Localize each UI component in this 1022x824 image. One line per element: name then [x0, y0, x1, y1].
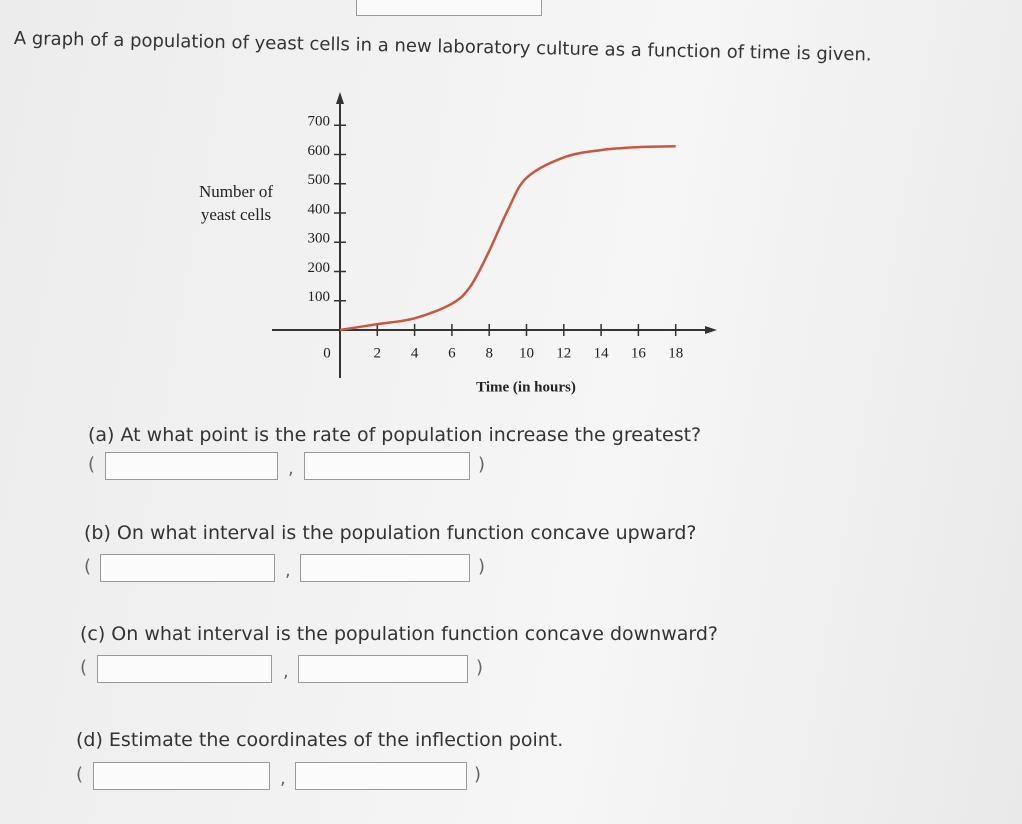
x-tick-label: 4 — [411, 345, 419, 361]
separator: , — [288, 458, 294, 479]
first-answer-input[interactable] — [97, 655, 272, 683]
separator: , — [280, 768, 286, 789]
separator: , — [285, 560, 291, 581]
y-tick-label: 500 — [308, 172, 331, 188]
close-paren: ) — [478, 556, 486, 577]
x-tick-label: 18 — [668, 345, 683, 361]
close-paren: ) — [474, 764, 482, 785]
question-text: (a) At what point is the rate of populat… — [88, 424, 702, 446]
x-tick-label: 8 — [485, 345, 493, 361]
x-tick-label: 12 — [556, 345, 571, 361]
question-text: (b) On what interval is the population f… — [84, 522, 697, 544]
first-answer-input[interactable] — [100, 554, 275, 582]
y-tick-label: 400 — [308, 201, 331, 217]
second-answer-input[interactable] — [304, 452, 470, 480]
open-paren: ( — [88, 454, 96, 475]
population-curve — [339, 145, 676, 332]
y-tick-label: 100 — [308, 289, 331, 305]
open-paren: ( — [76, 764, 84, 785]
y-tick-label: 300 — [308, 231, 331, 247]
x-axis-arrow — [705, 326, 717, 334]
question-text: (d) Estimate the coordinates of the infl… — [76, 729, 564, 751]
x-tick-label: 2 — [374, 345, 382, 361]
y-tick-label: 600 — [308, 143, 331, 159]
x-tick-label: 10 — [519, 345, 534, 361]
x-tick-label: 16 — [631, 345, 647, 361]
second-answer-input[interactable] — [300, 554, 470, 582]
x-tick-label: 6 — [448, 345, 456, 361]
y-axis-label: Number of yeast cells — [198, 182, 274, 224]
second-answer-input[interactable] — [295, 762, 467, 790]
separator: , — [283, 661, 289, 682]
first-answer-input[interactable] — [93, 762, 270, 790]
close-paren: ) — [476, 657, 484, 678]
open-paren: ( — [80, 657, 88, 678]
x-axis-label: Time (in hours) — [476, 379, 576, 395]
first-answer-input[interactable] — [105, 452, 278, 480]
y-axis-arrow — [336, 92, 344, 104]
question-text: (c) On what interval is the population f… — [80, 623, 719, 645]
x-tick-label: 14 — [594, 345, 610, 361]
close-paren: ) — [478, 454, 486, 475]
y-tick-label: 200 — [308, 260, 331, 276]
x-tick-label: 0 — [323, 345, 331, 361]
y-tick-label: 700 — [308, 114, 331, 130]
open-paren: ( — [84, 556, 92, 577]
answer-box-partial — [356, 0, 542, 16]
second-answer-input[interactable] — [298, 655, 468, 683]
chart: 100 200 300 400 500 600 700 0 2 4 6 8 10 12 14 16 18 Time… — [272, 92, 717, 395]
